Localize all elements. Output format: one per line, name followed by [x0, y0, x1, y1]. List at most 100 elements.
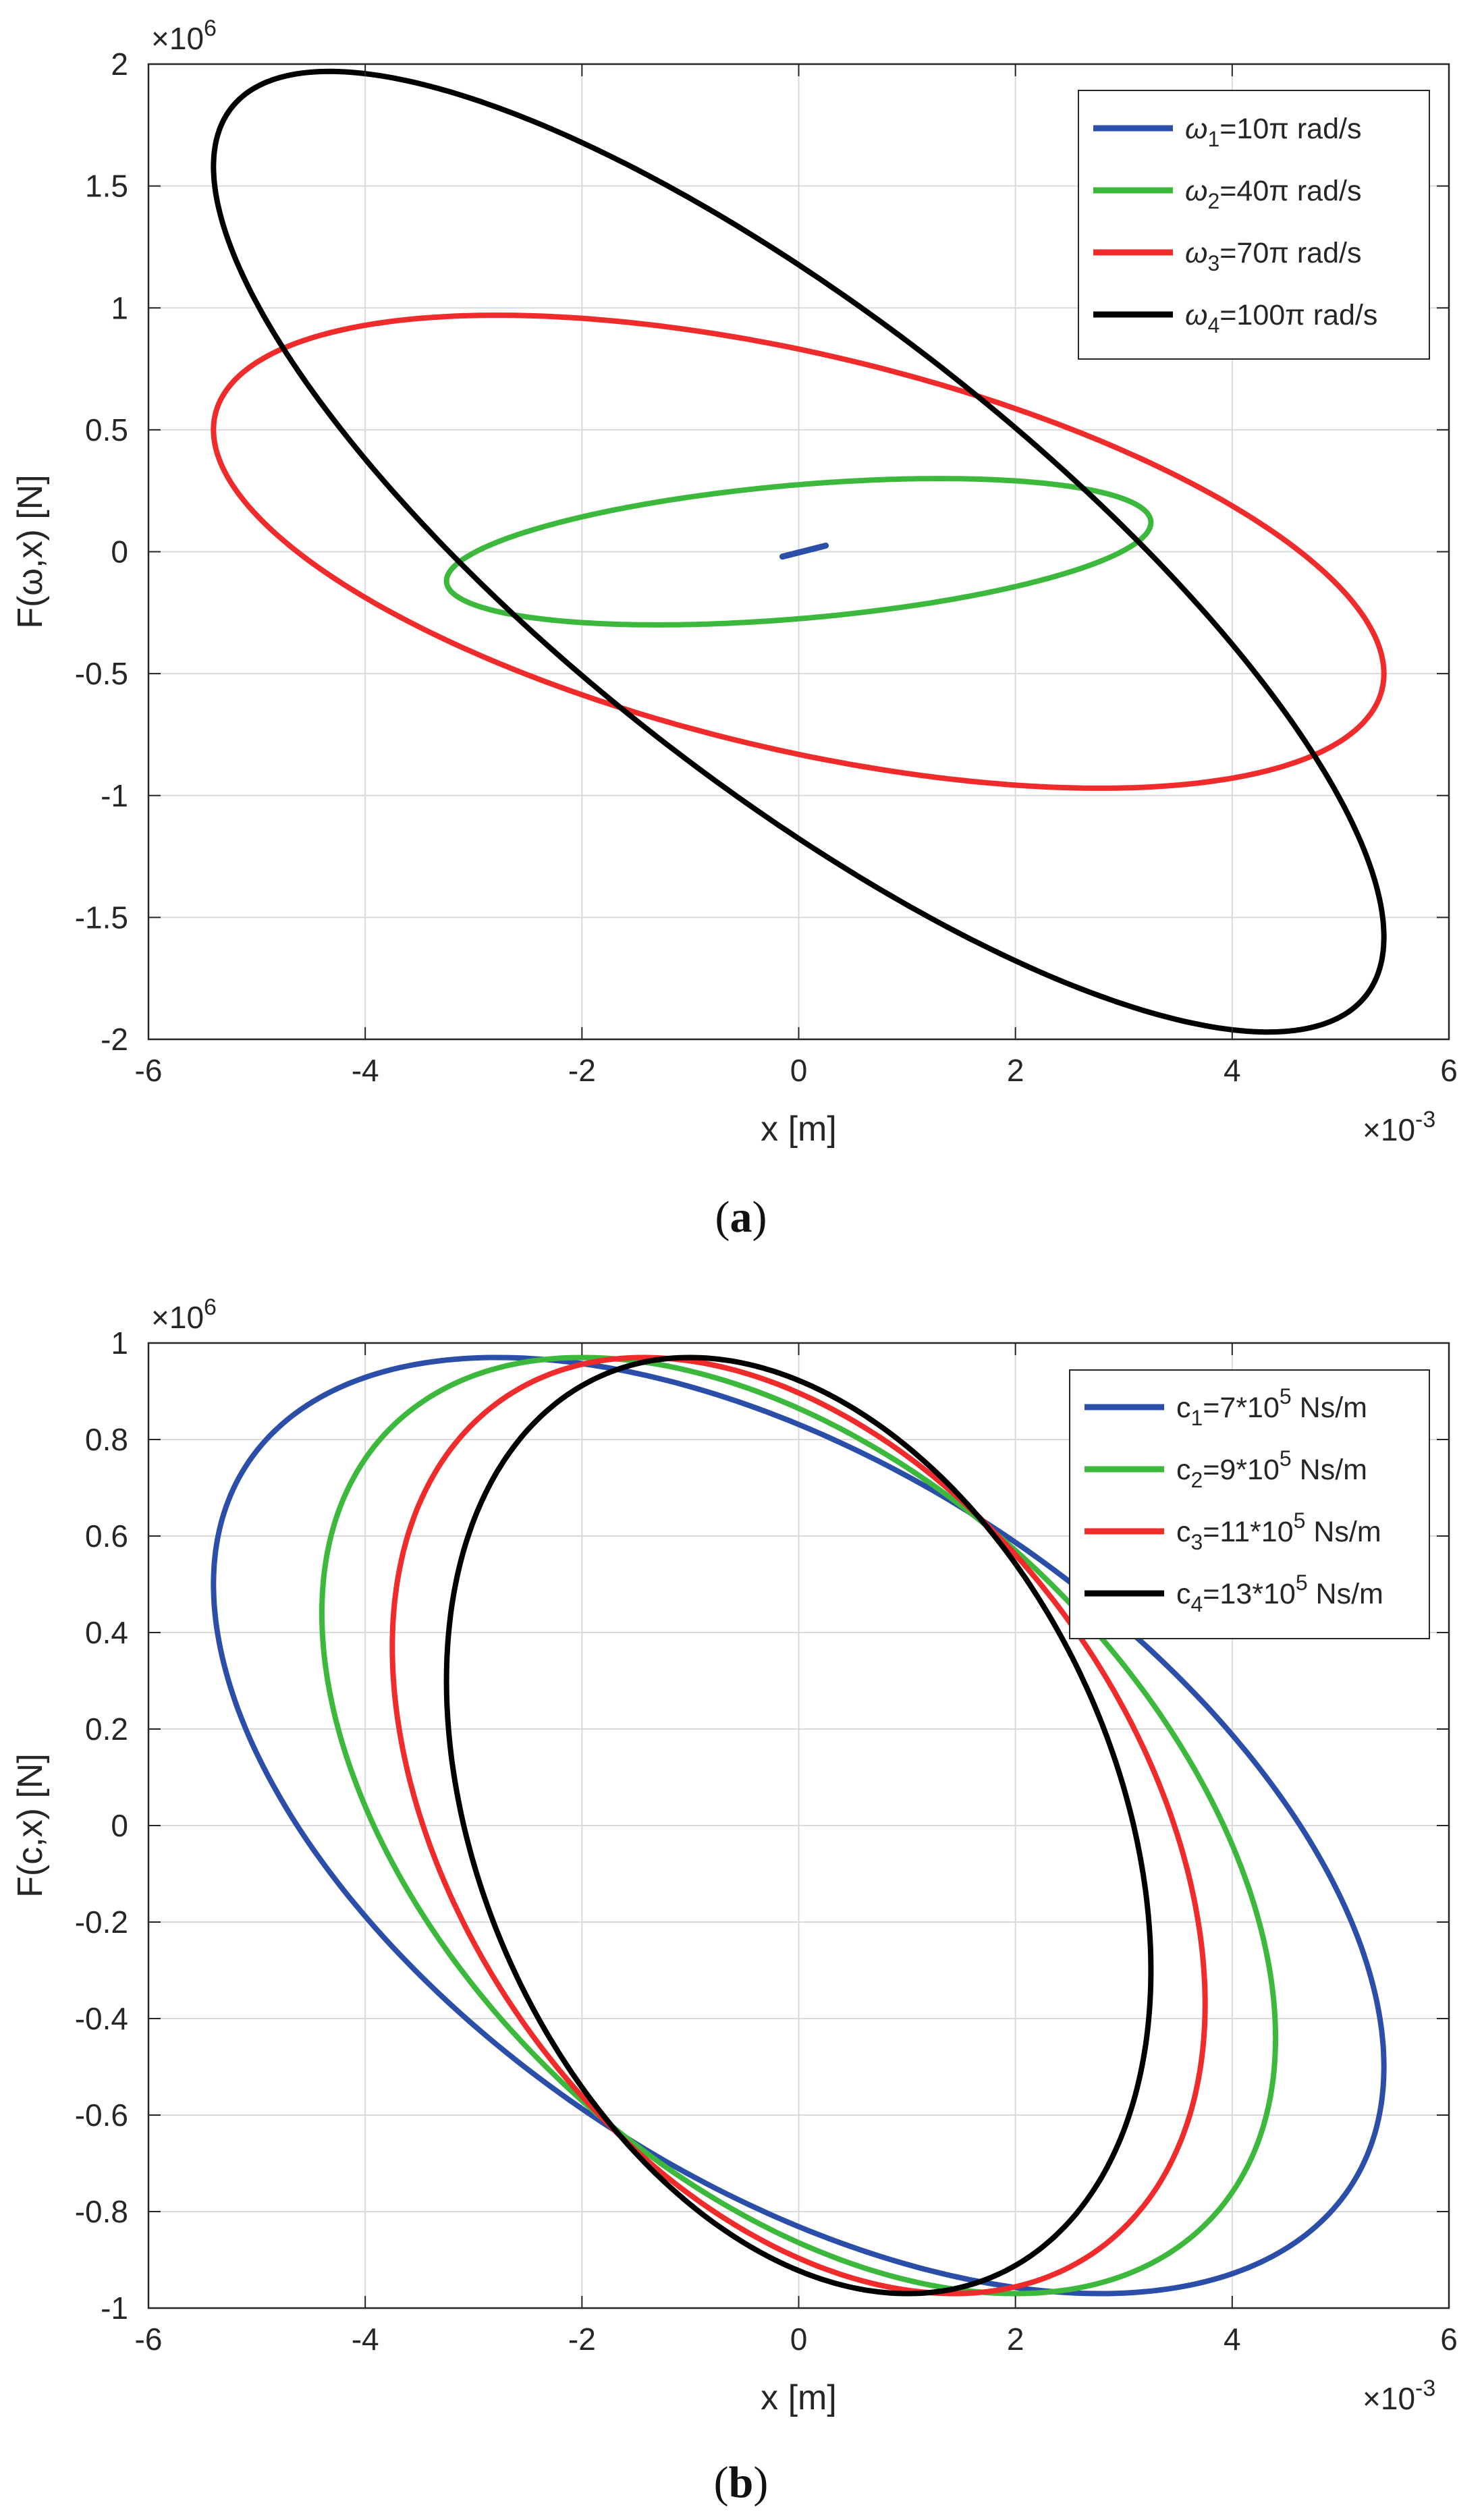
x-multiplier-exp: -3: [1415, 1107, 1435, 1132]
x-tick-label: 0: [790, 1053, 808, 1088]
legend-text: =7*10: [1203, 1392, 1280, 1424]
x-tick-label: -2: [568, 1053, 596, 1088]
x-tick-label: 6: [1440, 1053, 1458, 1088]
series-line-2: [443, 476, 1154, 628]
figure-caption: (a): [715, 1193, 767, 1242]
y-multiplier: ×106: [151, 16, 217, 56]
x-multiplier-base: ×10: [1363, 2381, 1415, 2416]
x-multiplier: ×10-3: [1363, 2376, 1435, 2416]
y-tick-label: -0.2: [75, 1905, 128, 1940]
x-multiplier-base: ×10: [1363, 1112, 1415, 1147]
y-tick-label: 0.8: [85, 1422, 128, 1457]
y-multiplier-base: ×10: [151, 1300, 204, 1335]
series-line-4: [211, 68, 1387, 1035]
y-multiplier-exp: 6: [204, 16, 217, 41]
legend-subscript: 2: [1191, 1468, 1203, 1492]
legend-entry-3: ω3=70π rad/s: [1185, 237, 1361, 275]
legend-superscript: 5: [1280, 1446, 1292, 1471]
x-tick-label: -6: [135, 2322, 163, 2357]
legend-subscript: 1: [1191, 1406, 1203, 1430]
x-tick-label: 4: [1224, 1053, 1241, 1088]
x-tick-label: -2: [568, 2322, 596, 2357]
y-tick-label: 1: [111, 290, 128, 325]
y-axis-label: F(ω,x) [N]: [11, 474, 50, 628]
legend-subscript: 4: [1191, 1592, 1203, 1616]
x-tick-label: -6: [135, 1053, 163, 1088]
legend: ω1=10π rad/sω2=40π rad/sω3=70π rad/sω4=1…: [1078, 90, 1430, 360]
legend-entry-2: c2=9*105 Ns/m: [1176, 1446, 1367, 1492]
legend-text: =9*10: [1203, 1454, 1280, 1486]
x-tick-label: 6: [1440, 2322, 1458, 2357]
legend-unit: Ns/m: [1292, 1454, 1367, 1486]
x-tick-label: 0: [790, 2322, 808, 2357]
series-line-3: [389, 1354, 1208, 2297]
x-multiplier: ×10-3: [1363, 1107, 1435, 1147]
legend-superscript: 5: [1296, 1570, 1308, 1595]
series-line-4: [443, 1354, 1154, 2297]
legend-symbol: c: [1176, 1392, 1191, 1424]
legend-entry-3: c3=11*105 Ns/m: [1176, 1508, 1381, 1554]
y-tick-label: -0.5: [75, 656, 128, 691]
y-tick-label: -1: [101, 778, 128, 813]
caption-open: (: [715, 1193, 730, 1242]
series-line-2: [319, 1354, 1279, 2297]
legend-entry-1: ω1=10π rad/s: [1185, 113, 1361, 151]
legend-entry-4: ω4=100π rad/s: [1185, 299, 1377, 337]
legend-superscript: 5: [1280, 1384, 1292, 1408]
legend-symbol: ω: [1185, 237, 1208, 269]
x-multiplier-exp: -3: [1415, 2376, 1435, 2401]
x-tick-label: 4: [1224, 2322, 1241, 2357]
legend-text: =10π rad/s: [1219, 113, 1361, 145]
y-tick-label: 1: [111, 1325, 128, 1361]
y-tick-label: 0.5: [85, 412, 128, 447]
legend-text: =70π rad/s: [1219, 237, 1361, 269]
caption-letter: b: [729, 2458, 754, 2507]
y-tick-label: 0: [111, 1808, 128, 1843]
legend-symbol: c: [1176, 1516, 1191, 1548]
y-tick-label: 2: [111, 47, 128, 82]
legend-unit: Ns/m: [1292, 1392, 1367, 1424]
legend-unit: Ns/m: [1305, 1516, 1381, 1548]
legend-symbol: ω: [1185, 299, 1208, 331]
y-tick-label: 0.4: [85, 1615, 128, 1650]
legend-symbol: c: [1176, 1578, 1191, 1610]
legend-subscript: 1: [1208, 127, 1220, 151]
x-tick-label: 2: [1007, 2322, 1024, 2357]
y-multiplier-base: ×10: [151, 21, 204, 56]
x-tick-label: -4: [352, 2322, 379, 2357]
legend-subscript: 3: [1191, 1530, 1203, 1554]
x-tick-label: 2: [1007, 1053, 1024, 1088]
legend-entry-2: ω2=40π rad/s: [1185, 175, 1361, 213]
x-axis-label: x [m]: [761, 1110, 837, 1149]
legend-subscript: 4: [1208, 313, 1220, 337]
y-multiplier-exp: 6: [204, 1294, 217, 1320]
legend-text: =11*10: [1203, 1516, 1293, 1548]
legend-superscript: 5: [1294, 1508, 1306, 1533]
y-tick-label: 0: [111, 535, 128, 570]
y-tick-label: 0.6: [85, 1518, 128, 1554]
y-multiplier: ×106: [151, 1294, 217, 1335]
caption-close: ): [752, 1193, 767, 1242]
legend-text: =100π rad/s: [1219, 299, 1377, 331]
caption-close: ): [753, 2458, 768, 2507]
legend: c1=7*105 Ns/mc2=9*105 Ns/mc3=11*105 Ns/m…: [1069, 1369, 1430, 1639]
legend-entry-4: c4=13*105 Ns/m: [1176, 1570, 1383, 1616]
y-tick-label: -0.8: [75, 2194, 128, 2229]
y-axis-label: F(c,x) [N]: [11, 1753, 50, 1898]
y-tick-label: -0.6: [75, 2098, 128, 2133]
figure-caption: (b): [714, 2458, 769, 2507]
y-tick-label: -0.4: [75, 2001, 128, 2036]
x-tick-label: -4: [352, 1053, 379, 1088]
x-axis-label: x [m]: [761, 2378, 837, 2417]
y-tick-label: 1.5: [85, 169, 128, 204]
caption-letter: a: [730, 1193, 752, 1242]
legend-symbol: c: [1176, 1454, 1191, 1486]
y-tick-label: 0.2: [85, 1711, 128, 1747]
legend-subscript: 3: [1208, 251, 1220, 275]
caption-open: (: [714, 2458, 729, 2507]
legend-symbol: ω: [1185, 113, 1208, 145]
legend-text: =13*10: [1203, 1578, 1296, 1610]
legend-subscript: 2: [1208, 189, 1220, 213]
y-tick-label: -1: [101, 2291, 128, 2326]
